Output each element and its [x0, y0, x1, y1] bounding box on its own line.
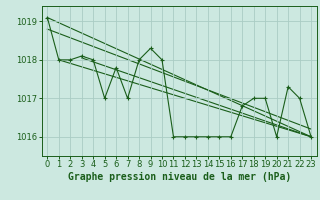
- X-axis label: Graphe pression niveau de la mer (hPa): Graphe pression niveau de la mer (hPa): [68, 172, 291, 182]
